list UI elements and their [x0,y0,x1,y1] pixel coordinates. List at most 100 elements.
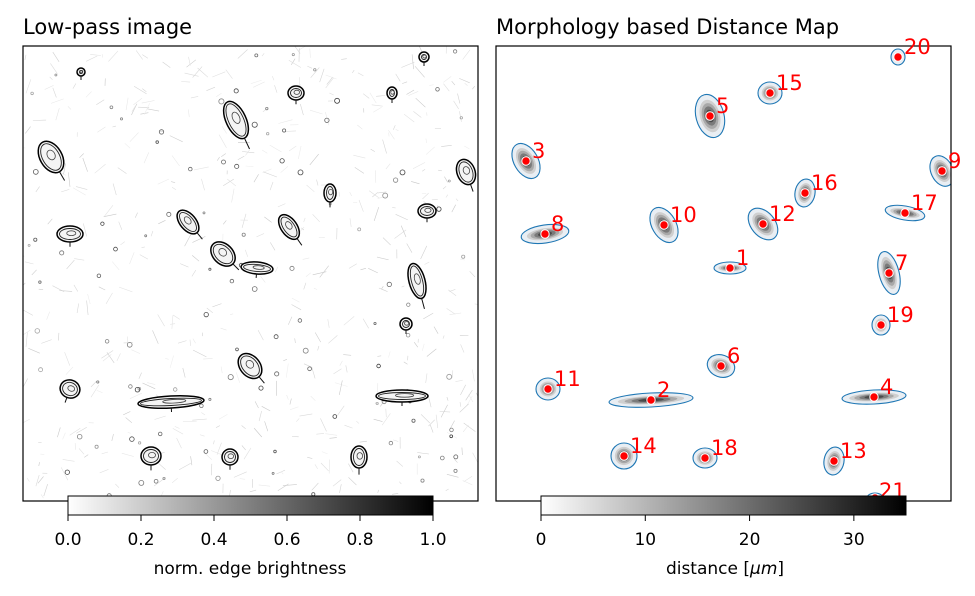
debris-ring [435,87,440,92]
debris-ring [307,366,312,372]
texture-stroke [388,130,395,140]
colorbar-tick-label: 0.6 [273,530,300,550]
cell-centroid-marker [758,219,768,229]
debris-ring [100,221,105,226]
texture-stroke [59,290,73,292]
texture-stroke [142,54,149,59]
cell-number-label: 12 [769,202,796,226]
texture-stroke [250,79,262,84]
texture-stroke [472,369,475,382]
debris-ring [144,234,148,238]
texture-stroke [138,372,142,379]
texture-stroke [341,58,347,60]
cell-number-label: 2 [657,378,670,402]
texture-stroke [37,476,44,484]
texture-stroke [86,55,98,62]
texture-stroke [102,354,112,362]
texture-stroke [277,203,286,208]
texture-stroke [23,147,26,149]
texture-stroke [84,454,89,458]
debris-ring [461,254,466,259]
texture-stroke [192,349,207,358]
texture-stroke [261,149,268,154]
texture-stroke [44,85,54,90]
texture-stroke [256,233,265,238]
texture-stroke [459,78,470,84]
debris-ring [251,121,258,128]
cell-number-label: 1 [736,246,749,270]
texture-stroke [221,153,226,158]
texture-stroke [321,451,328,455]
texture-stroke [245,149,250,156]
debris-ring [411,418,416,423]
texture-stroke [241,445,246,451]
texture-stroke [314,332,321,343]
texture-stroke [425,138,427,143]
texture-stroke [169,135,183,143]
texture-stroke [388,351,391,358]
texture-stroke [396,460,403,467]
cell-outline [417,203,437,223]
texture-stroke [385,163,391,170]
texture-stroke [369,92,377,104]
debris-ring [120,117,124,121]
texture-stroke [382,139,387,154]
texture-stroke [459,402,462,407]
cell-outline [240,261,274,279]
texture-stroke [381,286,384,289]
texture-stroke [69,428,81,436]
cell-outline [56,225,84,247]
texture-stroke [427,394,432,408]
cell-outline [137,395,205,413]
texture-stroke [443,76,452,83]
cell-number-label: 10 [670,203,697,227]
texture-stroke [377,196,387,199]
texture-stroke [274,266,279,273]
texture-stroke [392,207,396,209]
texture-stroke [270,242,276,251]
texture-stroke [258,484,271,487]
texture-stroke [289,398,292,405]
texture-stroke [462,424,469,433]
texture-stroke [443,83,450,92]
debris-ring [375,401,379,405]
texture-stroke [213,440,215,445]
debris-ring [399,169,406,176]
texture-stroke [422,343,425,351]
texture-stroke [87,293,91,305]
texture-stroke [337,405,345,416]
texture-stroke [448,289,457,297]
debris-ring [188,166,193,172]
debris-ring [113,246,118,252]
texture-stroke [121,452,134,457]
texture-stroke [216,156,220,161]
debris-ring [406,302,411,307]
texture-stroke [299,413,313,417]
low-pass-panel: Low-pass image [22,15,479,502]
texture-stroke [221,126,227,134]
texture-stroke [50,98,64,104]
texture-stroke [68,172,71,187]
texture-stroke [143,152,150,164]
texture-stroke [300,103,304,116]
texture-stroke [285,363,289,378]
texture-stroke [105,292,113,304]
texture-stroke [316,179,319,186]
cell-centroid-marker [659,220,669,230]
debris-ring [138,441,142,445]
texture-stroke [461,447,463,456]
texture-stroke [241,213,247,228]
texture-stroke [134,212,138,218]
texture-stroke [439,411,451,413]
texture-stroke [376,95,386,97]
debris-ring [153,478,159,484]
texture-stroke [357,72,364,77]
texture-stroke [131,103,138,116]
cell-outline [140,446,162,471]
texture-stroke [112,183,117,196]
texture-stroke [25,332,28,347]
texture-stroke [276,469,286,475]
debris-ring [202,211,206,215]
cell-centroid-marker [876,320,886,330]
